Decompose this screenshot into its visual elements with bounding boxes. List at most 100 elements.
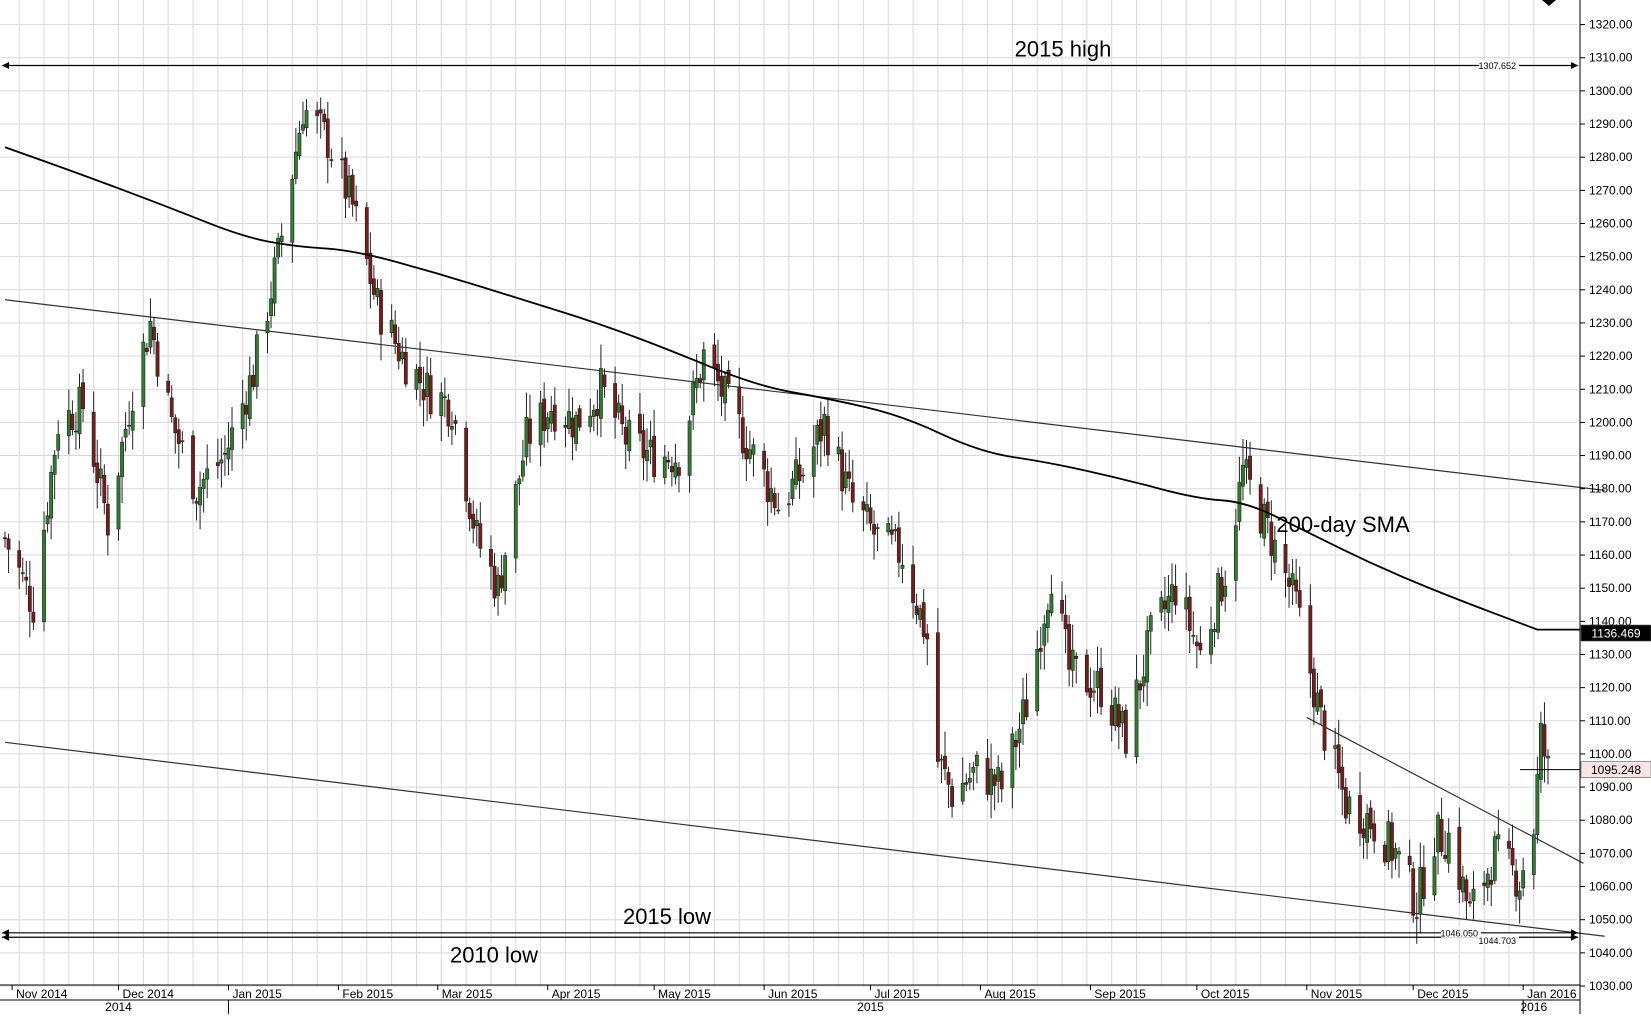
candle	[446, 393, 451, 437]
candle	[240, 379, 245, 449]
candle-body	[836, 446, 841, 455]
candle	[1457, 807, 1462, 904]
candle	[166, 374, 171, 396]
candle	[567, 388, 571, 435]
candle	[1287, 563, 1291, 608]
candle	[1496, 809, 1501, 852]
candle-body	[20, 572, 25, 574]
y-tick-label: 1180.00	[1589, 482, 1632, 496]
candle-body	[996, 767, 1001, 782]
candle-body	[1060, 599, 1064, 614]
candle	[513, 480, 518, 573]
level-arrow-right	[1571, 933, 1578, 941]
candle-body	[1489, 879, 1494, 885]
candle-body	[297, 132, 302, 157]
candle-body	[1212, 629, 1217, 632]
candle	[1418, 842, 1423, 934]
candle	[1017, 712, 1022, 768]
trendline	[4, 741, 1605, 937]
candle-body	[120, 441, 124, 477]
candle-body	[173, 417, 178, 434]
candle	[602, 368, 607, 398]
candle-body	[946, 772, 951, 785]
candle	[698, 373, 703, 389]
candle-body	[1287, 577, 1291, 587]
candle-body	[52, 455, 57, 475]
candle-body	[1358, 795, 1362, 834]
y-tick-label: 1090.00	[1589, 780, 1633, 794]
candle-body	[613, 383, 618, 418]
candle	[17, 540, 22, 589]
candle-body	[269, 298, 273, 316]
candle-body	[1113, 697, 1118, 727]
candle	[70, 400, 75, 436]
candle	[141, 333, 146, 430]
candle	[340, 137, 344, 179]
candle	[503, 552, 508, 605]
candle-body	[471, 514, 476, 529]
candle-body	[623, 426, 628, 445]
candle	[1060, 581, 1064, 622]
candle	[1045, 603, 1050, 643]
candle	[542, 382, 547, 448]
candle-body	[428, 375, 433, 415]
candle	[1184, 572, 1189, 631]
candle	[843, 452, 848, 495]
candle	[49, 465, 54, 540]
candle-body	[875, 527, 880, 529]
candle-body	[943, 755, 947, 770]
candle-body	[27, 585, 32, 612]
candle	[354, 185, 359, 222]
candle	[595, 389, 600, 436]
candle-body	[751, 444, 756, 455]
candle	[1223, 570, 1228, 612]
candle	[272, 246, 277, 317]
candle	[450, 411, 454, 445]
candle-body	[98, 468, 103, 479]
candle-body	[1049, 593, 1054, 613]
candle-body	[1145, 630, 1150, 683]
y-tick-label: 1320.00	[1589, 18, 1633, 32]
candle-body	[1372, 823, 1377, 842]
candle	[389, 304, 394, 338]
level-tag-bg	[1479, 934, 1519, 946]
candle	[414, 364, 419, 400]
candle	[1347, 790, 1352, 825]
candle-body	[180, 440, 185, 443]
candle-body	[1514, 870, 1518, 897]
candle	[1308, 584, 1313, 698]
candle	[1191, 611, 1196, 645]
candle-body	[850, 482, 855, 503]
candle	[971, 761, 976, 791]
candle-body	[662, 456, 667, 478]
candle-body	[574, 414, 578, 444]
candle-body	[1340, 766, 1345, 790]
candle	[1166, 575, 1171, 632]
candle-body	[1017, 728, 1022, 743]
candle	[691, 370, 696, 430]
candle-body	[350, 174, 355, 205]
y-tick-label: 1210.00	[1589, 382, 1633, 396]
candle	[1333, 727, 1338, 770]
candle	[393, 310, 398, 355]
candle-body	[372, 278, 376, 295]
candle-body	[176, 429, 181, 444]
candle-body	[1468, 901, 1472, 904]
candle	[1212, 622, 1217, 648]
sma-value-tag-bg	[1580, 624, 1651, 642]
candle-body	[1439, 819, 1444, 852]
candle-body	[1308, 605, 1313, 674]
candle-body	[279, 235, 284, 242]
candle-body	[347, 175, 351, 198]
candle-body	[787, 503, 791, 506]
label-sma: 200-day SMA	[1276, 512, 1410, 537]
candle	[91, 391, 96, 473]
candle	[42, 511, 46, 632]
level-tag-bg	[1441, 926, 1481, 938]
candle-body	[1063, 614, 1068, 630]
candle	[815, 419, 820, 465]
label-2015-low: 2015 low	[623, 904, 711, 929]
y-tick-label: 1030.00	[1589, 979, 1633, 993]
candle	[1134, 654, 1139, 764]
